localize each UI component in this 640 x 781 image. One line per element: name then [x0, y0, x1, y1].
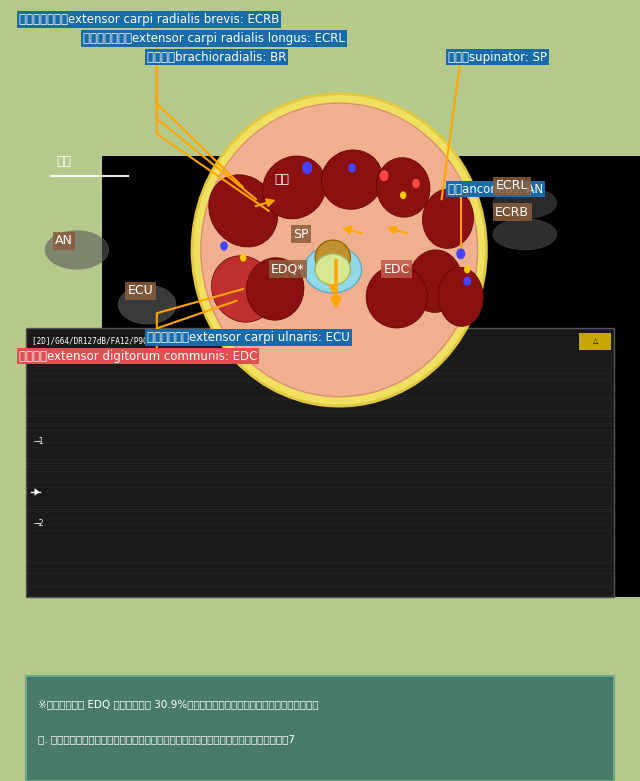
Ellipse shape — [315, 254, 351, 285]
Text: 総指伸筋extensor digitorum communis: EDC: 総指伸筋extensor digitorum communis: EDC — [19, 350, 257, 362]
Text: ECRB: ECRB — [495, 206, 529, 219]
Text: EDQ*: EDQ* — [271, 263, 305, 276]
Text: AN: AN — [55, 234, 73, 247]
Ellipse shape — [376, 158, 430, 217]
Circle shape — [240, 254, 246, 262]
Text: 腕橈骨筋brachioradialis: BR: 腕橈骨筋brachioradialis: BR — [147, 51, 287, 63]
Text: [2D]/G64/DR127dB/FA12/P90/Frq Res./3.5cm: [2D]/G64/DR127dB/FA12/P90/Frq Res./3.5cm — [32, 337, 217, 347]
Circle shape — [380, 170, 388, 181]
Ellipse shape — [246, 258, 304, 320]
Circle shape — [348, 163, 356, 173]
Ellipse shape — [493, 219, 557, 250]
Text: EDC: EDC — [383, 263, 410, 276]
Text: 長橈側手根伸筋extensor carpi radialis longus: ECRL: 長橈側手根伸筋extensor carpi radialis longus: E… — [83, 32, 345, 45]
FancyBboxPatch shape — [102, 156, 640, 597]
FancyBboxPatch shape — [26, 328, 614, 597]
Ellipse shape — [118, 285, 176, 324]
Ellipse shape — [315, 241, 351, 276]
FancyBboxPatch shape — [579, 333, 611, 350]
Text: 尺骨: 尺骨 — [56, 155, 72, 168]
Polygon shape — [35, 488, 40, 496]
Ellipse shape — [366, 266, 428, 328]
Ellipse shape — [493, 187, 557, 219]
Text: ECU: ECU — [128, 284, 154, 297]
Ellipse shape — [262, 156, 326, 219]
Ellipse shape — [304, 246, 362, 293]
Ellipse shape — [438, 267, 483, 326]
Text: -2: -2 — [37, 519, 45, 528]
Ellipse shape — [45, 230, 109, 269]
Text: SP: SP — [293, 228, 308, 241]
Text: 尺側手根伸筋extensor carpi ulnaris: ECU: 尺側手根伸筋extensor carpi ulnaris: ECU — [147, 331, 350, 344]
Circle shape — [463, 276, 471, 286]
Text: 短橈側手根伸筋extensor carpi radialis brevis: ECRB: 短橈側手根伸筋extensor carpi radialis brevis: E… — [19, 13, 280, 26]
Text: 回外筋supinator: SP: 回外筋supinator: SP — [448, 51, 547, 63]
Text: 橈骨: 橈骨 — [274, 173, 289, 186]
Text: △: △ — [593, 338, 598, 344]
Ellipse shape — [262, 281, 326, 312]
Circle shape — [400, 191, 406, 199]
Circle shape — [464, 266, 470, 273]
Ellipse shape — [266, 226, 349, 266]
Ellipse shape — [365, 281, 429, 312]
Text: ECRL: ECRL — [496, 180, 528, 192]
Text: ※固有小指伸筋 EDQ は日本人男性 30.9%で分裂しているが、全く欠如していることもあ: ※固有小指伸筋 EDQ は日本人男性 30.9%で分裂しているが、全く欠如してい… — [38, 699, 319, 709]
Ellipse shape — [408, 250, 462, 312]
Circle shape — [412, 179, 420, 188]
Ellipse shape — [422, 189, 474, 248]
Text: 肘筋anconeus: AN: 肘筋anconeus: AN — [448, 183, 543, 195]
Circle shape — [456, 248, 465, 259]
Ellipse shape — [321, 150, 383, 209]
Ellipse shape — [209, 175, 278, 247]
Text: -1: -1 — [37, 437, 45, 446]
Ellipse shape — [201, 103, 477, 397]
Circle shape — [220, 241, 228, 251]
Text: り. また総指伸筋あるいは尺側手根伸筋の１つの筋束によって代られていることもある＊7: り. また総指伸筋あるいは尺側手根伸筋の１つの筋束によって代られていることもある… — [38, 734, 296, 744]
Ellipse shape — [211, 255, 275, 323]
FancyBboxPatch shape — [26, 676, 614, 781]
Ellipse shape — [192, 94, 486, 406]
Circle shape — [302, 162, 312, 174]
